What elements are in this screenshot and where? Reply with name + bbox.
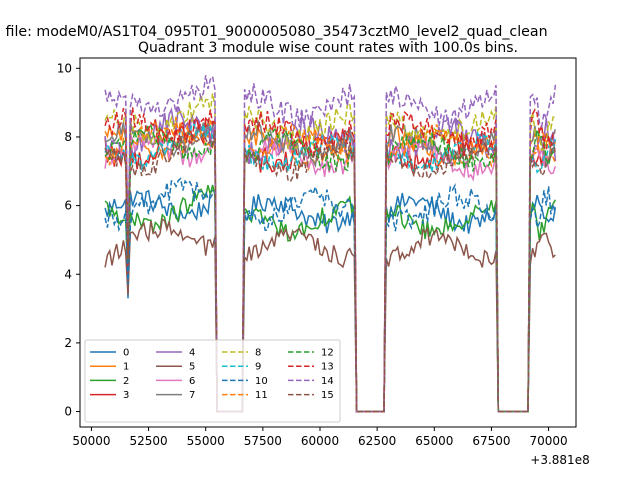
legend-label: 10 (255, 376, 268, 387)
legend-label: 0 (123, 348, 129, 359)
x-offset-label: +3.881e8 (530, 453, 589, 467)
legend-label: 13 (321, 362, 334, 373)
plot-area (104, 74, 557, 413)
legend-label: 6 (189, 376, 195, 387)
y-axis: 0 2 4 6 8 10 (57, 61, 80, 419)
legend-label: 7 (189, 390, 195, 401)
legend-label: 3 (123, 390, 129, 401)
axes-frame (79, 57, 577, 428)
chart-title: Quadrant 3 module wise count rates with … (138, 40, 518, 56)
legend-label: 4 (189, 348, 195, 359)
legend-label: 2 (123, 376, 129, 387)
legend-label: 9 (255, 362, 261, 373)
legend-label: 11 (255, 390, 268, 401)
y-tick-label: 6 (64, 199, 72, 213)
y-tick-label: 2 (64, 336, 72, 350)
x-tick-label: 57500 (244, 434, 282, 448)
x-tick-label: 52500 (129, 434, 167, 448)
legend-box (84, 339, 341, 423)
x-tick-label: 65000 (415, 434, 453, 448)
series-line-8 (104, 93, 556, 413)
x-tick-label: 62500 (358, 434, 396, 448)
y-tick-label: 4 (64, 267, 72, 281)
legend-label: 15 (321, 390, 334, 401)
series-line-5 (104, 217, 556, 413)
series-line-14 (104, 74, 557, 413)
figure-suptitle: n file: modeM0/AS1T04_095T01_9000005080_… (0, 24, 548, 40)
x-tick-label: 67500 (472, 434, 510, 448)
series-line-0 (104, 189, 557, 413)
legend-label: 1 (123, 362, 129, 373)
legend-label: 5 (189, 362, 195, 373)
y-tick-label: 10 (57, 61, 72, 75)
legend-label: 12 (321, 348, 334, 359)
x-tick-label: 70000 (529, 434, 567, 448)
x-axis: 50000 52500 55000 57500 60000 62500 65000 67500… (72, 427, 568, 448)
x-tick-label: 60000 (301, 434, 339, 448)
legend-label: 14 (321, 376, 334, 387)
legend-label: 8 (255, 348, 261, 359)
series-line-10 (104, 177, 557, 413)
series-line-6 (104, 133, 557, 413)
x-tick-label: 55000 (187, 434, 225, 448)
series-line-11 (104, 117, 557, 413)
y-tick-label: 0 (64, 405, 72, 419)
x-tick-label: 50000 (72, 434, 110, 448)
series-line-13 (104, 107, 556, 413)
y-tick-label: 8 (64, 130, 72, 144)
